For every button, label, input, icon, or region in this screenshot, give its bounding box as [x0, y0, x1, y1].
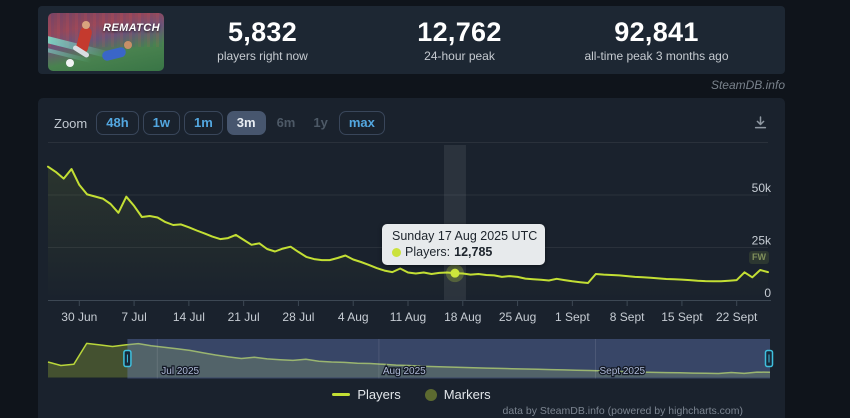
- y-axis-label-0: 0: [764, 286, 771, 300]
- zoom-range-button-1w[interactable]: 1w: [142, 111, 180, 135]
- zoom-range-button-48h[interactable]: 48h: [96, 111, 139, 135]
- zoom-range-button-6m: 6m: [270, 111, 303, 135]
- zoom-range-button-max[interactable]: max: [338, 111, 385, 135]
- x-axis-label-28-Jul: 28 Jul: [282, 310, 314, 324]
- tooltip-players: Players: 12,785: [392, 244, 545, 260]
- stat-current-players: 5,832 players right now: [164, 16, 361, 63]
- capsule-art-red-player-head: [82, 21, 90, 29]
- y-axis-label-25k: 25k: [752, 234, 772, 248]
- markers-dot-sample: [424, 388, 437, 401]
- legend-item-players[interactable]: Players: [332, 387, 401, 402]
- y-axis-label-50k: 50k: [752, 181, 772, 195]
- stats-row: 5,832 players right now 12,762 24-hour p…: [164, 16, 785, 63]
- current-players-value: 5,832: [227, 16, 298, 47]
- steamdb-watermark-link[interactable]: SteamDB.info: [710, 78, 785, 92]
- x-axis-label-4-Aug: 4 Aug: [338, 310, 369, 324]
- tooltip-date: Sunday 17 Aug 2025 UTC: [392, 229, 538, 243]
- game-logo: REMATCH: [103, 22, 160, 34]
- legend-item-markers[interactable]: Markers: [424, 387, 491, 402]
- 24h-peak-value: 12,762: [417, 16, 502, 47]
- navigator-area-fill: [48, 343, 770, 378]
- x-axis-label-18-Aug: 18 Aug: [444, 310, 481, 324]
- stat-24h-peak: 12,762 24-hour peak: [361, 16, 558, 63]
- tooltip-value: 12,785: [454, 245, 493, 259]
- chart-toolbar: Zoom 48h 1w 1m 3m 6m 1y max: [38, 98, 785, 138]
- current-players-label: players right now: [217, 48, 308, 63]
- tooltip-series-dot: [392, 247, 401, 257]
- players-line-sample: [332, 393, 351, 396]
- navigator-line: [47, 342, 771, 375]
- navigator-selected-range[interactable]: [127, 339, 771, 379]
- players-chart-panel: Zoom 48h 1w 1m 3m 6m 1y max 30 Jun 7 Jul 14 Jul 2…: [38, 98, 785, 418]
- x-axis-label-30-Jun: 30 Jun: [61, 310, 97, 324]
- navigator-month-label: Sept 2025: [599, 366, 645, 377]
- game-stats-header: REMATCH 5,832 players right now 12,762 2…: [38, 6, 785, 74]
- x-axis-label-25-Aug: 25 Aug: [499, 310, 536, 324]
- capsule-art-ball: [66, 59, 74, 67]
- players-area-fill: [48, 166, 768, 300]
- navigator-month-label: Jul 2025: [161, 366, 199, 377]
- capsule-art-blue-player: [101, 46, 127, 62]
- free-weekend-flag[interactable]: FW: [749, 251, 769, 264]
- players-line: [47, 165, 769, 284]
- players-chart[interactable]: 30 Jun 7 Jul 14 Jul 21 Jul 28 Jul 4 Aug 11 Aug…: [38, 98, 785, 418]
- x-axis-label-22-Sept: 22 Sept: [716, 310, 758, 324]
- hover-point: [450, 268, 460, 278]
- x-axis-label-15-Sept: 15 Sept: [661, 310, 703, 324]
- zoom-range-button-1y: 1y: [306, 111, 334, 135]
- capsule-art-blue-player-head: [124, 41, 132, 49]
- x-axis-label-21-Jul: 21 Jul: [228, 310, 260, 324]
- stat-alltime-peak: 92,841 all-time peak 3 months ago: [558, 16, 755, 63]
- chart-legend: Players Markers: [38, 387, 785, 402]
- x-axis-label-8-Sept: 8 Sept: [610, 310, 645, 324]
- zoom-range-button-1m[interactable]: 1m: [183, 111, 223, 135]
- game-capsule[interactable]: REMATCH: [48, 13, 164, 71]
- x-axis-label-1-Sept: 1 Sept: [555, 310, 590, 324]
- 24h-peak-label: 24-hour peak: [424, 48, 495, 63]
- zoom-button-group: 48h 1w 1m 3m 6m 1y max: [96, 111, 385, 135]
- tooltip-series-label: Players:: [405, 245, 451, 259]
- navigator-month-label: Aug 2025: [383, 366, 426, 377]
- alltime-peak-value: 92,841: [614, 16, 699, 47]
- download-chart-icon[interactable]: [752, 115, 769, 131]
- chart-credit-link[interactable]: data by SteamDB.info (powered by highcha…: [502, 405, 743, 417]
- x-axis-label-11-Aug: 11 Aug: [390, 310, 426, 324]
- x-axis-label-7-Jul: 7 Jul: [121, 310, 146, 324]
- chart-tooltip: Sunday 17 Aug 2025 UTC Players: 12,785: [382, 224, 545, 265]
- zoom-label: Zoom: [54, 115, 88, 131]
- x-axis-label-14-Jul: 14 Jul: [173, 310, 205, 324]
- alltime-peak-label: all-time peak 3 months ago: [584, 48, 729, 63]
- zoom-range-button-3m[interactable]: 3m: [226, 111, 266, 135]
